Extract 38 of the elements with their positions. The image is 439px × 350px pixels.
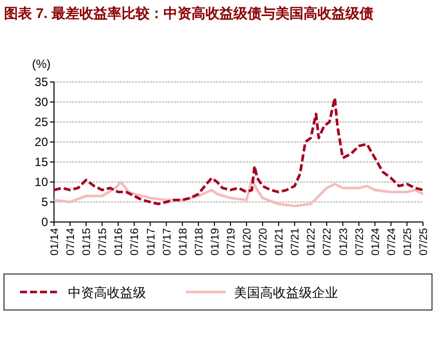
y-tick-label: 15 <box>34 155 48 169</box>
x-tick-label: 01/16 <box>113 228 126 256</box>
x-tick-label: 07/25 <box>418 228 430 256</box>
x-tick-label: 01/18 <box>177 228 190 256</box>
x-tick-label: 07/16 <box>129 228 142 256</box>
y-tick-label: 10 <box>34 175 48 189</box>
y-axis-title: (%) <box>32 57 51 71</box>
x-tick-label: 07/18 <box>193 228 206 256</box>
x-tick-label: 01/23 <box>338 228 350 256</box>
x-tick-label: 07/19 <box>225 228 238 256</box>
x-tick-label: 01/20 <box>242 228 254 256</box>
x-tick-label: 01/19 <box>209 228 222 256</box>
y-tick-label: 0 <box>41 215 48 229</box>
x-tick-label: 01/14 <box>49 228 61 256</box>
y-tick-label: 30 <box>34 95 48 109</box>
x-tick-label: 01/21 <box>274 228 286 256</box>
y-tick-label: 20 <box>34 135 48 149</box>
y-tick-label: 5 <box>41 195 48 209</box>
y-tick-label: 25 <box>34 115 48 129</box>
x-tick-label: 07/17 <box>161 228 174 256</box>
x-tick-label: 07/24 <box>386 228 398 256</box>
x-tick-label: 07/22 <box>322 228 334 256</box>
legend-label: 美国高收益级企业 <box>234 285 338 300</box>
x-tick-label: 01/17 <box>145 228 158 256</box>
chart-title: 图表 7. 最差收益率比较：中资高收益级债与美国高收益级债 <box>4 4 374 23</box>
x-tick-label: 01/22 <box>306 228 318 256</box>
x-tick-label: 07/15 <box>97 228 110 256</box>
line-series <box>52 96 424 206</box>
x-tick-label: 01/15 <box>81 228 94 256</box>
x-tick-label: 07/14 <box>65 228 78 256</box>
line-series <box>52 178 424 208</box>
legend-label: 中资高收益级 <box>68 285 146 300</box>
x-tick-label: 07/23 <box>354 228 366 256</box>
x-tick-label: 01/24 <box>370 228 382 256</box>
y-tick-label: 35 <box>34 75 48 89</box>
x-tick-label: 01/25 <box>402 228 414 256</box>
x-tick-label: 07/21 <box>290 228 302 256</box>
x-tick-label: 07/20 <box>258 228 270 256</box>
